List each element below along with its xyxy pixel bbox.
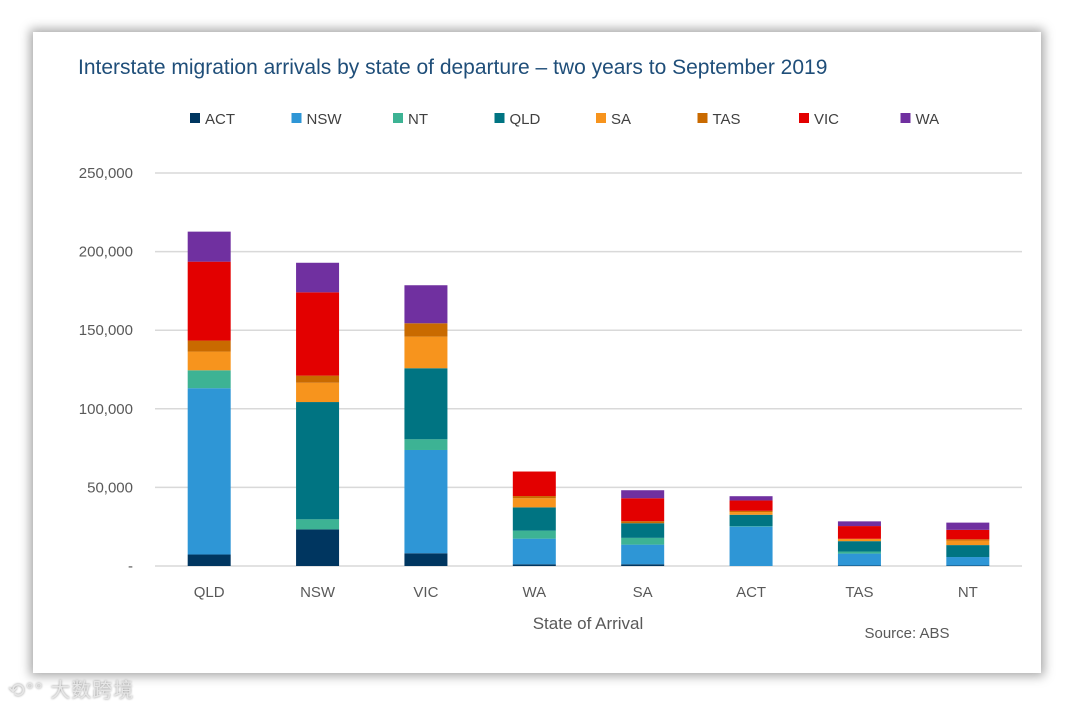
legend-swatch-nt xyxy=(393,113,403,123)
bar-segment-nsw-act xyxy=(296,529,340,566)
x-tick-label: QLD xyxy=(194,584,225,601)
bar-segment-sa-wa xyxy=(621,490,665,499)
bar-segment-vic-qld xyxy=(404,368,448,440)
bar-segment-vic-nsw xyxy=(404,449,448,554)
y-tick-label: 150,000 xyxy=(79,322,133,339)
bar-segment-wa-sa xyxy=(512,498,556,508)
bar-segment-vic-tas xyxy=(404,323,448,337)
x-tick-label: SA xyxy=(633,584,653,601)
bar-segment-wa-act xyxy=(512,564,556,566)
bar-segment-nsw-vic xyxy=(296,292,340,376)
legend-label: NT xyxy=(408,111,428,128)
bar-segment-sa-nsw xyxy=(621,544,665,565)
bar-segment-tas-sa xyxy=(837,538,881,542)
y-tick-label: 50,000 xyxy=(87,479,133,496)
bar-segment-act-tas xyxy=(729,510,773,513)
bar-segment-nt-wa xyxy=(946,522,990,530)
bar-segment-wa-nsw xyxy=(512,538,556,565)
bar-segment-qld-nt xyxy=(187,370,231,389)
bar-segment-act-wa xyxy=(729,496,773,501)
bar-segment-nt-vic xyxy=(946,529,990,540)
legend-label: ACT xyxy=(205,111,235,128)
bar-segment-nsw-nt xyxy=(296,519,340,530)
bar-segment-tas-wa xyxy=(837,521,881,527)
bar-segment-nsw-tas xyxy=(296,375,340,383)
x-tick-label: TAS xyxy=(845,584,873,601)
bar-segment-act-sa xyxy=(729,512,773,515)
legend-label: TAS xyxy=(713,111,741,128)
legend-swatch-nsw xyxy=(291,113,302,123)
bar-segment-vic-nt xyxy=(404,439,448,450)
bar-segment-nt-nsw xyxy=(946,557,990,566)
bar-segment-nt-qld xyxy=(946,545,990,558)
bar-segment-act-nsw xyxy=(729,526,773,566)
y-tick-label: 200,000 xyxy=(79,244,133,261)
bar-segment-act-vic xyxy=(729,500,773,511)
bar-segment-qld-nsw xyxy=(187,388,231,555)
legend-label: WA xyxy=(916,111,940,128)
y-tick-label: - xyxy=(128,558,133,575)
source-note: Source: ABS xyxy=(864,625,949,642)
bar-segment-sa-act xyxy=(621,564,665,566)
legend-label: QLD xyxy=(510,111,541,128)
bar-segment-sa-tas xyxy=(621,521,665,524)
bar-segment-vic-wa xyxy=(404,285,448,324)
bar-segment-wa-tas xyxy=(512,496,556,499)
bar-segment-qld-wa xyxy=(187,231,231,262)
bar-segment-sa-qld xyxy=(621,523,665,538)
x-tick-label: NT xyxy=(958,584,978,601)
watermark-text: 大数跨境 xyxy=(50,680,135,702)
legend-swatch-vic xyxy=(799,113,809,123)
bar-segment-wa-nt xyxy=(512,530,556,539)
bar-segment-qld-tas xyxy=(187,340,231,352)
bar-segment-wa-qld xyxy=(512,507,556,531)
bar-segment-qld-vic xyxy=(187,261,231,341)
legend-swatch-wa xyxy=(900,113,911,123)
bar-segment-sa-nt xyxy=(621,537,665,545)
legend-label: NSW xyxy=(307,111,343,128)
bar-segment-act-qld xyxy=(729,514,773,527)
watermark-logo: ⟲°° 大数跨境 xyxy=(8,680,135,702)
bar-segment-tas-nsw xyxy=(837,553,881,566)
y-tick-label: 100,000 xyxy=(79,401,133,418)
y-tick-label: 250,000 xyxy=(79,165,133,182)
bar-segment-qld-act xyxy=(187,554,231,566)
x-tick-label: NSW xyxy=(300,584,336,601)
legend-swatch-qld xyxy=(494,113,505,123)
legend-label: SA xyxy=(611,111,631,128)
legend-swatch-sa xyxy=(596,113,606,123)
x-tick-label: WA xyxy=(523,584,547,601)
bar-segment-wa-vic xyxy=(512,471,556,497)
x-axis-title: State of Arrival xyxy=(533,614,644,633)
bar-segment-tas-nt xyxy=(837,551,881,554)
bar-segment-sa-vic xyxy=(621,498,665,522)
bar-segment-qld-sa xyxy=(187,351,231,371)
bar-segment-tas-qld xyxy=(837,541,881,552)
bar-segment-vic-sa xyxy=(404,336,448,369)
legend-swatch-tas xyxy=(697,113,708,123)
bar-segment-nsw-qld xyxy=(296,402,340,520)
x-tick-label: ACT xyxy=(736,584,766,601)
legend-swatch-act xyxy=(190,113,200,123)
bar-segment-vic-act xyxy=(404,553,448,566)
bar-segment-nsw-wa xyxy=(296,262,340,293)
x-tick-label: VIC xyxy=(413,584,438,601)
bar-segment-nsw-sa xyxy=(296,382,340,403)
bar-segment-tas-vic xyxy=(837,526,881,539)
legend-label: VIC xyxy=(814,111,839,128)
bar-segment-nt-sa xyxy=(946,540,990,546)
bar-segment-nt-tas xyxy=(946,539,990,541)
chart-title: Interstate migration arrivals by state o… xyxy=(78,56,827,79)
